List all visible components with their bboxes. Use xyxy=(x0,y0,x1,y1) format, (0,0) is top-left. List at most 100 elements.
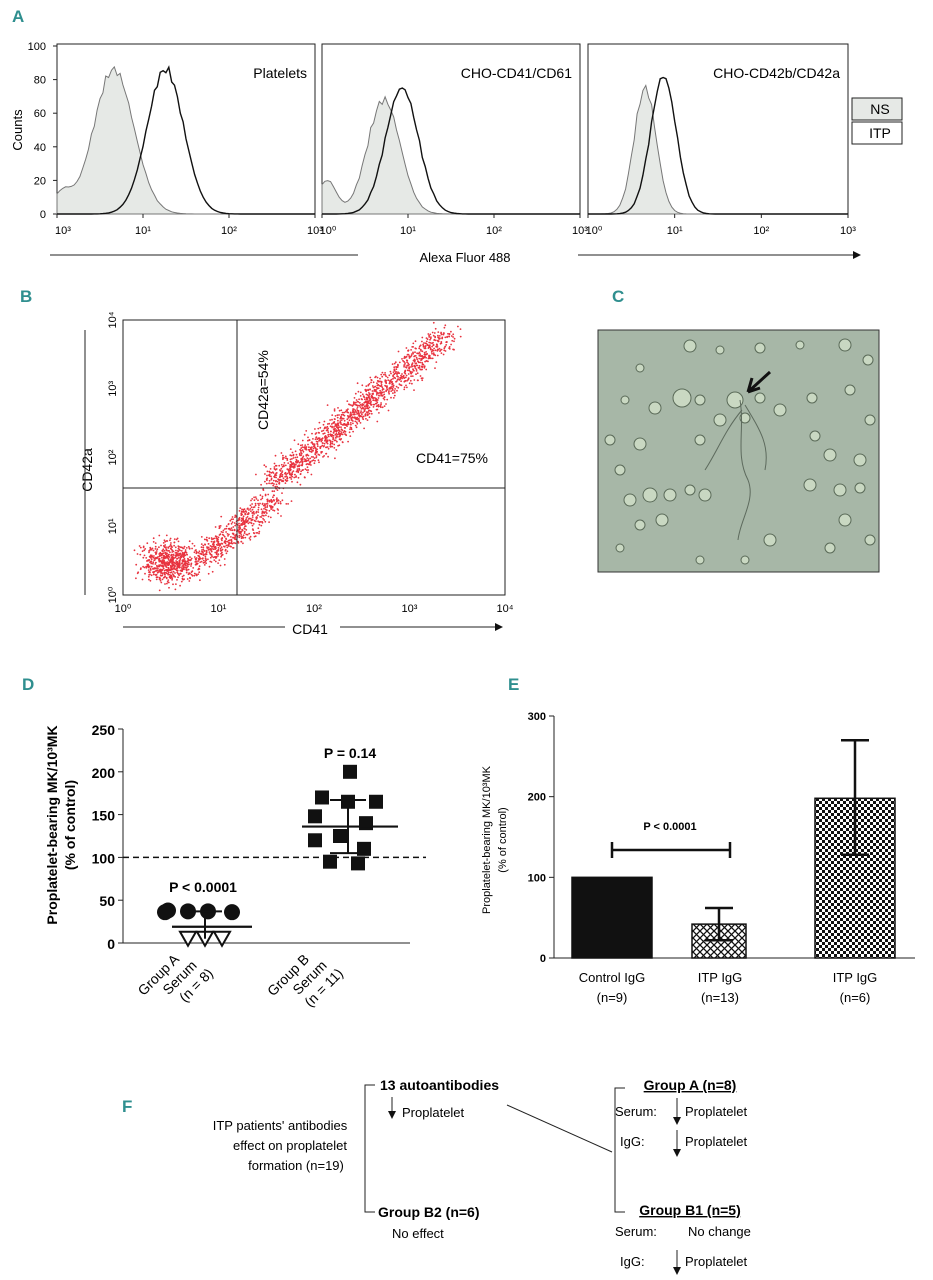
scatter-dot xyxy=(337,431,340,434)
scatter-dot xyxy=(431,352,433,355)
scatter-dot xyxy=(291,480,293,483)
scatter-dot xyxy=(273,499,275,502)
scatter-dot xyxy=(248,537,251,539)
scatter-dot xyxy=(371,385,374,387)
scatter-dot xyxy=(414,367,417,369)
scatter-dot xyxy=(187,568,190,571)
scatter-dot xyxy=(411,346,414,348)
scatter-dot xyxy=(229,519,232,522)
scatter-dot xyxy=(289,464,292,467)
scatter-dot xyxy=(358,401,361,404)
scatter-dot xyxy=(155,553,157,555)
scatter-dot xyxy=(320,451,323,453)
scatter-dot xyxy=(153,570,156,573)
scatter-dot xyxy=(348,403,350,406)
scatter-dot xyxy=(312,442,314,445)
scatter-dot xyxy=(230,538,233,541)
scatter-dot xyxy=(383,398,386,401)
scatter-dot xyxy=(426,352,428,355)
scatter-dot xyxy=(172,556,174,559)
scatter-dot xyxy=(363,396,366,399)
scatter-dot xyxy=(344,423,346,426)
scatter-dot xyxy=(234,538,237,540)
scatter-dot xyxy=(350,423,352,426)
scatter-dot xyxy=(172,554,175,556)
panel-b-y-tick: 10⁴ xyxy=(107,311,119,328)
scatter-dot xyxy=(391,363,394,365)
scatter-dot xyxy=(282,457,284,459)
scatter-dot xyxy=(308,446,310,449)
scatter-dot xyxy=(295,460,297,463)
flow-root-line1: ITP patients' antibodies xyxy=(213,1118,348,1133)
scatter-dot xyxy=(310,456,313,458)
scatter-dot xyxy=(414,347,417,350)
scatter-dot xyxy=(408,363,410,366)
scatter-dot xyxy=(423,355,425,358)
scatter-dot xyxy=(163,576,166,578)
scatter-dot xyxy=(167,547,170,549)
scatter-dot xyxy=(335,435,338,438)
legend-ns-swatch xyxy=(851,97,903,121)
scatter-dot xyxy=(349,428,351,431)
scatter-dot xyxy=(289,458,292,461)
scatter-dot xyxy=(193,545,196,547)
scatter-dot xyxy=(234,542,237,545)
scatter-dot xyxy=(244,510,247,512)
scatter-dot xyxy=(311,432,313,435)
scatter-dot xyxy=(312,449,314,452)
scatter-dot xyxy=(300,447,303,449)
scatter-dot xyxy=(226,540,229,543)
scatter-dot xyxy=(377,397,380,399)
scatter-dot xyxy=(165,577,168,580)
scatter-dot xyxy=(333,439,336,442)
panel-e-y-tick: 0 xyxy=(540,953,546,965)
scatter-dot xyxy=(305,460,308,463)
panel-b-y-tick: 10¹ xyxy=(107,518,119,534)
scatter-dot xyxy=(436,344,439,346)
scatter-dot xyxy=(204,560,207,563)
scatter-dot xyxy=(315,456,318,459)
scatter-dot xyxy=(427,347,430,349)
scatter-dot xyxy=(185,571,188,574)
scatter-dot xyxy=(261,521,264,524)
scatter-dot xyxy=(425,340,428,343)
panel-d-y-tick: 50 xyxy=(99,893,115,909)
scatter-dot xyxy=(280,452,283,454)
scatter-dot xyxy=(334,433,337,436)
scatter-dot xyxy=(355,404,358,407)
scatter-dot xyxy=(197,573,200,575)
scatter-dot xyxy=(263,503,266,505)
scatter-dot xyxy=(171,577,174,580)
scatter-dot xyxy=(352,404,354,406)
scatter-dot xyxy=(159,560,161,562)
scatter-dot xyxy=(292,466,294,468)
scatter-dot xyxy=(251,518,254,521)
scatter-dot xyxy=(257,511,260,513)
scatter-dot xyxy=(240,523,243,525)
scatter-dot xyxy=(237,542,240,544)
scatter-dot xyxy=(291,458,293,460)
scatter-dot xyxy=(179,555,182,558)
scatter-dot xyxy=(165,556,168,559)
scatter-dot xyxy=(169,569,172,572)
scatter-dot xyxy=(329,419,331,421)
cell xyxy=(694,394,706,406)
scatter-dot xyxy=(272,484,275,487)
scatter-dot xyxy=(420,365,423,368)
panel-e-xlabel-3a: ITP IgG xyxy=(833,970,878,985)
scatter-dot xyxy=(182,568,185,571)
scatter-dot xyxy=(453,340,455,343)
scatter-dot xyxy=(344,410,347,413)
scatter-dot xyxy=(230,522,233,525)
scatter-dot xyxy=(277,502,280,505)
scatter-dot xyxy=(362,411,364,414)
scatter-dot xyxy=(318,439,320,442)
scatter-dot xyxy=(270,505,273,508)
scatter-dot xyxy=(396,375,399,378)
scatter-dot xyxy=(407,362,410,365)
scatter-dot xyxy=(284,482,287,484)
flow-root-line3: formation (n=19) xyxy=(248,1158,344,1173)
scatter-dot xyxy=(294,473,296,476)
scatter-dot xyxy=(154,557,157,560)
